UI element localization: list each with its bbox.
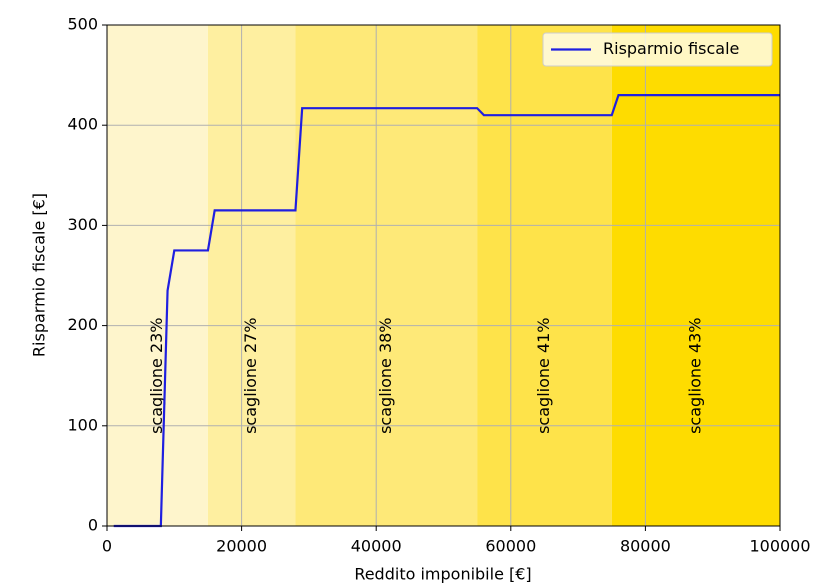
y-tick-label: 500 [67, 15, 98, 34]
x-tick-label: 60000 [485, 537, 536, 556]
y-tick-label: 300 [67, 215, 98, 234]
x-tick-label: 100000 [749, 537, 810, 556]
tax-band [477, 25, 612, 526]
tax-band [611, 25, 780, 526]
y-tick-label: 400 [67, 115, 98, 134]
tax-band [295, 25, 478, 526]
tax-band [107, 25, 208, 526]
y-axis-label: Risparmio fiscale [€] [30, 193, 49, 357]
legend: Risparmio fiscale [542, 32, 773, 67]
tax-band [207, 25, 296, 526]
band-label: scaglione 38% [376, 317, 395, 433]
plot-frame [106, 24, 781, 527]
x-tick-label: 80000 [620, 537, 671, 556]
x-tick-label: 40000 [351, 537, 402, 556]
x-tick-label: 0 [102, 537, 112, 556]
legend-label: Risparmio fiscale [603, 39, 739, 58]
data-line [113, 94, 780, 528]
band-label: scaglione 41% [534, 317, 553, 433]
legend-box [542, 32, 773, 67]
band-label: scaglione 43% [685, 317, 704, 433]
x-tick-label: 20000 [216, 537, 267, 556]
band-label: scaglione 23% [147, 317, 166, 433]
y-tick-label: 0 [88, 516, 98, 535]
band-label: scaglione 27% [241, 317, 260, 433]
x-axis-label: Reddito imponibile [€] [354, 565, 531, 584]
y-tick-label: 100 [67, 415, 98, 434]
y-tick-label: 200 [67, 315, 98, 334]
